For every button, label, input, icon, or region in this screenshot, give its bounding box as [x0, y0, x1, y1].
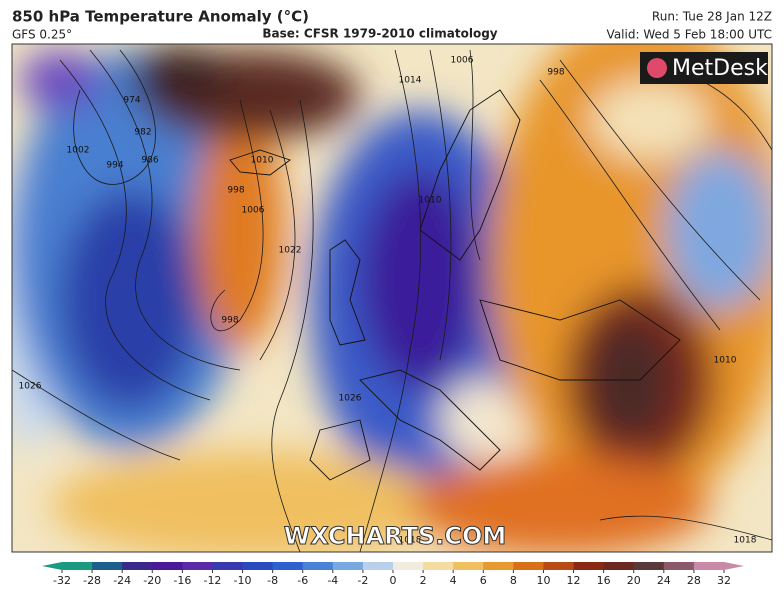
isobar-label: 1006: [451, 56, 474, 66]
colorbar-segment: [212, 562, 244, 570]
colorbar-label: 12: [567, 574, 581, 587]
colorbar-label: 0: [390, 574, 397, 587]
colorbar-segment: [423, 562, 454, 570]
colorbar-label: -20: [143, 574, 161, 587]
isobar-label: 1018: [399, 536, 422, 546]
colorbar-label: -6: [297, 574, 308, 587]
colorbar-label: -24: [113, 574, 131, 587]
isobar-label: 1026: [19, 382, 42, 392]
colorbar-segment: [663, 562, 695, 570]
colorbar-label: -4: [327, 574, 338, 587]
colorbar-label: -12: [203, 574, 221, 587]
colorbar-label: 10: [536, 574, 550, 587]
logo: MetDesk: [672, 56, 768, 81]
colorbar-label: -10: [234, 574, 252, 587]
colorbar-label: 20: [627, 574, 641, 587]
isobar-label: 1010: [419, 196, 442, 206]
valid: Valid: Wed 5 Feb 18:00 UTC: [607, 28, 772, 42]
colorbar-segment: [483, 562, 514, 570]
colorbar-segment: [62, 562, 93, 570]
colorbar-label: 4: [450, 574, 457, 587]
colorbar-label: 24: [657, 574, 671, 587]
isobar-label: 994: [106, 161, 123, 171]
temperature-field: [410, 455, 710, 552]
colorbar-segment: [633, 562, 665, 570]
temperature-field: [195, 110, 285, 350]
isobar-label: 1010: [251, 156, 274, 166]
isobar-label: 998: [547, 68, 564, 78]
colorbar-segment: [272, 562, 304, 570]
map: 1002 994 982 986 974 1010 1006 998 1022 998 1014 10…: [12, 44, 772, 552]
logo-icon: [647, 58, 667, 78]
temperature-field: [590, 80, 710, 160]
isobar-label: 1026: [339, 394, 362, 404]
colorbar-segment: [122, 562, 153, 570]
colorbar-end: [724, 562, 744, 570]
colorbar-label: 8: [510, 574, 517, 587]
colorbar-segment: [242, 562, 274, 570]
colorbar-label: 28: [687, 574, 701, 587]
colorbar-segment: [362, 562, 394, 570]
watermark: WXCHARTS.COM: [284, 522, 506, 550]
colorbar-label: 6: [480, 574, 487, 587]
colorbar-segment: [513, 562, 544, 570]
isobar-label: 974: [123, 96, 140, 106]
colorbar-label: -28: [83, 574, 101, 587]
temperature-field: [360, 170, 480, 390]
temperature-field: [20, 50, 100, 110]
isobar-label: 1010: [714, 356, 737, 366]
temperature-field: [130, 45, 230, 105]
colorbar-label: 32: [717, 574, 731, 587]
temperature-field: [665, 150, 772, 310]
colorbar-end: [42, 562, 62, 570]
colorbar-segment: [302, 562, 334, 570]
isobar-label: 1006: [242, 206, 265, 216]
colorbar-label: 16: [597, 574, 611, 587]
colorbar-segment: [543, 562, 575, 570]
colorbar-label: -2: [357, 574, 368, 587]
temperature-field: [440, 380, 520, 460]
colorbar-segment: [152, 562, 183, 570]
isobar-label: 1002: [67, 146, 90, 156]
run: Run: Tue 28 Jan 12Z: [652, 10, 772, 24]
isobar-label: 998: [227, 186, 244, 196]
colorbar-label: 2: [420, 574, 427, 587]
colorbar-label: -8: [267, 574, 278, 587]
colorbar-label: -32: [53, 574, 71, 587]
colorbar-segment: [693, 562, 725, 570]
colorbar-segment: [573, 562, 605, 570]
temperature-field: [50, 450, 450, 552]
colorbar-segment: [182, 562, 213, 570]
colorbar-label: -16: [173, 574, 191, 587]
base: Base: CFSR 1979-2010 climatology: [262, 27, 497, 41]
isobar-label: 998: [221, 316, 238, 326]
model: GFS 0.25°: [12, 28, 72, 42]
colorbar-segment: [393, 562, 424, 570]
isobar-label: 1014: [399, 76, 422, 86]
isobar-label: 1018: [734, 536, 757, 546]
map-frame: [11, 43, 773, 553]
colorbar-segment: [92, 562, 123, 570]
title: 850 hPa Temperature Anomaly (°C): [12, 8, 309, 26]
isobar-label: 986: [141, 156, 158, 166]
colorbar-segment: [332, 562, 364, 570]
colorbar-segment: [603, 562, 635, 570]
isobar-label: 1022: [279, 246, 302, 256]
temperature-field: [60, 190, 200, 410]
colorbar-segment: [453, 562, 484, 570]
isobar-label: 982: [134, 128, 151, 138]
